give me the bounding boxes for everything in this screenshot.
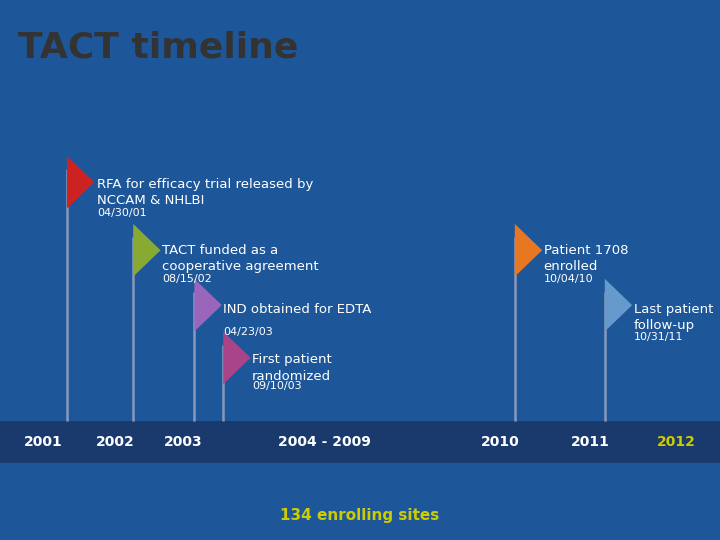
- Text: 04/23/03: 04/23/03: [223, 327, 273, 338]
- Text: 2012: 2012: [657, 435, 696, 449]
- Text: 08/15/02: 08/15/02: [162, 274, 212, 284]
- Bar: [0, 421, 720, 463]
- Text: First patient
randomized: First patient randomized: [252, 353, 332, 383]
- Text: 2011: 2011: [571, 435, 610, 449]
- Polygon shape: [223, 332, 251, 384]
- Text: RFA for efficacy trial released by
NCCAM & NHLBI: RFA for efficacy trial released by NCCAM…: [97, 178, 314, 207]
- Polygon shape: [67, 156, 94, 208]
- Text: 2002: 2002: [96, 435, 135, 449]
- Text: 2003: 2003: [164, 435, 203, 449]
- Text: TACT funded as a
cooperative agreement: TACT funded as a cooperative agreement: [162, 244, 319, 273]
- Text: 2004 - 2009: 2004 - 2009: [278, 435, 370, 449]
- Text: 2001: 2001: [24, 435, 63, 449]
- Text: Patient 1708
enrolled: Patient 1708 enrolled: [544, 244, 628, 273]
- Polygon shape: [515, 224, 542, 276]
- Polygon shape: [194, 279, 222, 332]
- Text: 09/10/03: 09/10/03: [252, 381, 302, 391]
- Text: Last patient
follow-up: Last patient follow-up: [634, 303, 713, 333]
- Polygon shape: [605, 279, 632, 332]
- Text: 2010: 2010: [481, 435, 520, 449]
- Text: TACT timeline: TACT timeline: [18, 30, 298, 64]
- Text: IND obtained for EDTA: IND obtained for EDTA: [223, 303, 372, 316]
- Text: 04/30/01: 04/30/01: [97, 208, 147, 218]
- Text: 10/31/11: 10/31/11: [634, 332, 683, 342]
- Text: 134 enrolling sites: 134 enrolling sites: [280, 508, 440, 523]
- Text: 10/04/10: 10/04/10: [544, 274, 593, 284]
- Polygon shape: [133, 224, 161, 276]
